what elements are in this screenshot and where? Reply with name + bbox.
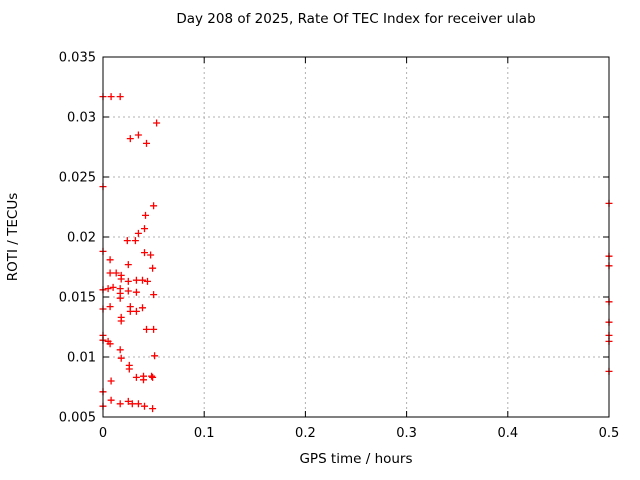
x-tick-label: 0.5 xyxy=(599,426,620,441)
data-point xyxy=(107,396,115,404)
data-point xyxy=(117,275,125,283)
x-tick-label: 0.2 xyxy=(295,426,316,441)
x-tick-label: 0.4 xyxy=(497,426,518,441)
data-point xyxy=(149,373,157,381)
x-tick-label: 0 xyxy=(99,426,107,441)
data-point xyxy=(116,93,124,101)
data-point xyxy=(139,276,146,284)
data-point xyxy=(149,264,157,272)
y-tick-label: 0.005 xyxy=(59,411,96,426)
axis-ticks xyxy=(102,56,610,418)
data-point xyxy=(132,373,140,381)
x-tick-label: 0.1 xyxy=(194,426,215,441)
data-point xyxy=(109,283,117,291)
data-point xyxy=(124,397,132,405)
data-point xyxy=(104,285,112,293)
data-point xyxy=(151,352,159,360)
data-point xyxy=(117,317,125,325)
y-tick-label: 0.03 xyxy=(67,111,96,126)
data-point xyxy=(107,377,115,385)
data-point xyxy=(132,276,140,284)
data-point xyxy=(153,119,161,127)
data-point xyxy=(112,269,120,277)
data-point xyxy=(143,139,150,147)
data-point xyxy=(126,135,134,143)
data-point xyxy=(128,400,136,408)
data-point xyxy=(150,291,158,299)
data-point xyxy=(125,365,133,373)
x-axis-title: GPS time / hours xyxy=(299,451,413,467)
data-point xyxy=(142,211,149,219)
data-point xyxy=(141,225,148,233)
data-point xyxy=(132,288,140,296)
data-point xyxy=(126,307,134,315)
data-point xyxy=(106,256,114,264)
y-tick-label: 0.025 xyxy=(59,171,96,186)
data-point xyxy=(123,237,131,245)
data-point xyxy=(106,303,114,311)
data-point xyxy=(141,402,148,410)
data-point xyxy=(149,405,157,413)
chart-title: Day 208 of 2025, Rate Of TEC Index for r… xyxy=(176,11,536,27)
data-point xyxy=(150,325,158,333)
data-point xyxy=(144,277,151,285)
data-point xyxy=(124,261,132,269)
data-point xyxy=(116,400,124,408)
data-points xyxy=(99,93,613,413)
data-point xyxy=(150,202,158,210)
y-tick-label: 0.01 xyxy=(67,351,96,366)
data-point xyxy=(147,251,155,259)
data-point xyxy=(106,269,114,277)
tick-labels: 0 0.1 0.2 0.3 0.4 0.5 0.005 0.01 0.015 0.02 0.025 0… xyxy=(59,51,620,442)
x-tick-label: 0.3 xyxy=(396,426,417,441)
y-tick-label: 0.015 xyxy=(59,291,96,306)
data-point xyxy=(116,294,124,302)
data-point xyxy=(124,287,132,295)
y-tick-label: 0.02 xyxy=(67,231,96,246)
y-tick-label: 0.035 xyxy=(59,51,96,66)
data-point xyxy=(139,304,146,312)
data-point xyxy=(131,237,139,245)
data-point xyxy=(140,376,147,384)
data-point xyxy=(107,93,115,101)
data-point xyxy=(106,340,114,348)
data-point xyxy=(143,325,150,333)
data-point xyxy=(134,131,142,139)
data-point xyxy=(134,400,142,408)
data-point xyxy=(134,229,142,237)
gridlines xyxy=(103,57,609,417)
data-point xyxy=(116,346,124,354)
data-point xyxy=(117,354,125,362)
data-point xyxy=(141,249,148,257)
data-point xyxy=(148,372,156,380)
data-point xyxy=(132,307,140,315)
data-point xyxy=(124,277,132,285)
